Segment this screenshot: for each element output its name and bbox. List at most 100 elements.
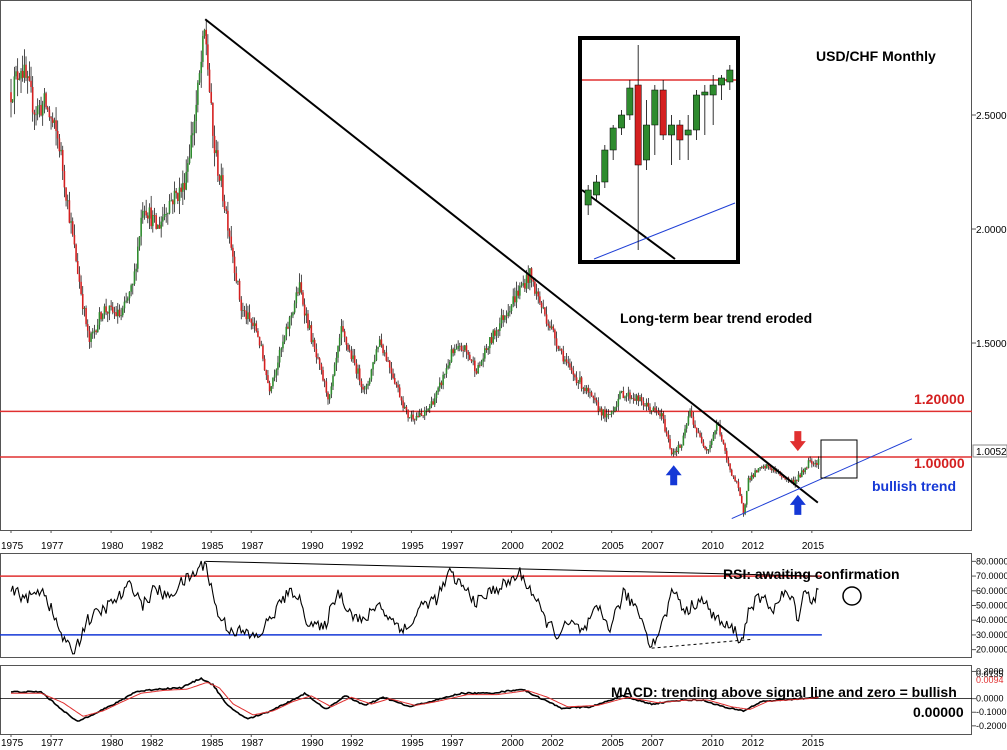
candle-up [492, 330, 494, 343]
candle-up [163, 214, 166, 217]
macd-y-tick-label: -0.1000 [976, 707, 1007, 717]
macd-readout-0: 0.0135 [976, 669, 1004, 679]
candle-down [679, 445, 681, 448]
candle-down [524, 283, 526, 289]
candle-up [383, 352, 386, 354]
macd-y-tick-label: -0.2000 [976, 721, 1007, 731]
candle-up [564, 359, 566, 362]
candle-down [417, 415, 419, 418]
candle-up [745, 490, 748, 505]
candle-down [95, 330, 97, 333]
x-tick-label: 1995 [401, 738, 424, 749]
inset-candle-up [651, 89, 659, 126]
rsi-y-tick-label: 40.0000 [976, 615, 1007, 625]
candle-down [781, 475, 783, 477]
x-tick-label: 2000 [502, 541, 525, 552]
candle-up [305, 313, 308, 316]
candle-down [302, 292, 304, 305]
candle-up [757, 468, 760, 473]
candle-up [495, 330, 498, 336]
candle-down [497, 330, 499, 332]
candle-down [397, 384, 399, 388]
candle-down [737, 481, 740, 488]
candle-down [40, 105, 42, 116]
arrow-up [789, 494, 806, 515]
candle-up [797, 474, 800, 481]
candle-down [210, 91, 213, 104]
candle-up [614, 407, 616, 412]
candle-down [362, 387, 364, 390]
inset-candle-down [634, 84, 642, 166]
candle-down [183, 182, 186, 190]
candle-up [507, 312, 509, 316]
candle-down [796, 480, 798, 481]
candle-down [595, 400, 598, 403]
candle-down [145, 210, 147, 216]
candle-down [502, 315, 504, 320]
candle-down [705, 448, 708, 451]
candle-down [388, 360, 391, 368]
candle-up [612, 411, 615, 412]
candle-up [715, 424, 718, 431]
candle-up [589, 392, 591, 394]
candle-down [175, 190, 177, 194]
candle-down [58, 138, 61, 152]
candle-up [525, 274, 528, 289]
candle-down [10, 92, 12, 103]
candle-up [272, 377, 274, 387]
candle-up [137, 246, 139, 269]
candle-down [642, 401, 645, 406]
price-panel: 2.5000 2.0000 1.5000 USD/CHF Monthly Long-… [0, 0, 1007, 531]
candle-up [585, 387, 588, 392]
candle-up [512, 296, 514, 305]
candle-down [697, 432, 700, 434]
candle-down [422, 415, 424, 417]
candle-down [537, 291, 540, 297]
candle-down [68, 200, 71, 223]
candle-down [594, 397, 596, 401]
candle-up [602, 409, 605, 416]
x-tick-label: 2005 [602, 738, 625, 749]
candle-down [227, 210, 229, 231]
candle-down [770, 468, 773, 471]
candle-up [70, 221, 72, 223]
candle-down [547, 323, 550, 326]
inset-bullish-trendline [593, 202, 736, 260]
candle-up [273, 375, 276, 378]
candle-down [469, 354, 471, 360]
candle-up [645, 402, 648, 407]
candle-up [202, 35, 204, 62]
candle-down [622, 391, 625, 399]
candle-down [412, 414, 414, 420]
inset-candle-down [659, 89, 667, 136]
candle-down [258, 336, 261, 346]
candle-up [338, 337, 341, 347]
candle-up [801, 470, 803, 477]
candle-down [634, 398, 636, 401]
candle-up [520, 285, 523, 287]
candle-down [100, 312, 102, 320]
candle-up [123, 301, 126, 309]
inset-candle-up [693, 94, 700, 131]
inset-candle-up [609, 127, 617, 151]
candle-up [504, 315, 506, 320]
candle-down [347, 344, 349, 350]
candle-down [690, 410, 693, 417]
candle-down [545, 314, 548, 324]
candle-up [403, 406, 406, 408]
candle-down [327, 392, 329, 400]
inset-bear-trendline [581, 189, 676, 260]
candle-down [760, 467, 763, 468]
candle-up [804, 467, 806, 473]
x-tick-label: 1995 [401, 541, 424, 552]
price-y-tick-label: 2.5000 [976, 111, 1007, 122]
rsi-annotation: RSI: awaiting confirmation [723, 566, 900, 582]
candle-up [35, 114, 37, 116]
candle-down [51, 118, 54, 123]
candle-down [248, 312, 251, 319]
candle-up [489, 337, 491, 349]
candle-down [552, 326, 555, 330]
candle-down [549, 325, 551, 328]
bullish-trendline [731, 438, 913, 520]
candle-up [455, 348, 458, 350]
